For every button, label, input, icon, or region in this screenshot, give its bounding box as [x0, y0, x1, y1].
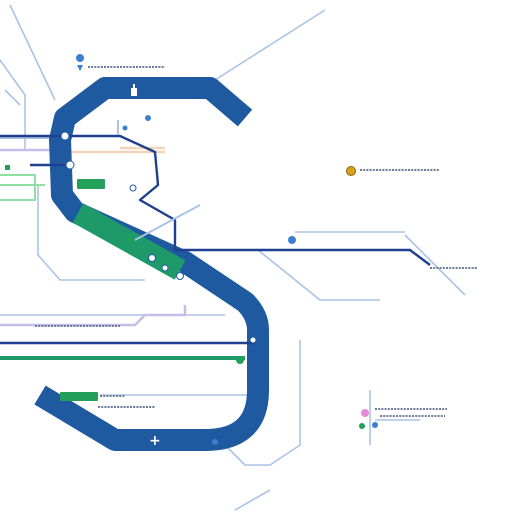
plus-icon: +	[149, 433, 161, 449]
station-dot[interactable]	[145, 115, 151, 121]
station-dot[interactable]	[236, 356, 244, 364]
station-label-tag[interactable]	[60, 392, 98, 401]
network-line-top-right	[214, 9, 326, 81]
navy-line-upper	[0, 134, 431, 266]
light-blue-connector-1	[134, 204, 201, 241]
station-dot[interactable]	[359, 423, 365, 429]
green-light-line	[0, 174, 36, 201]
stations[interactable]	[60, 115, 378, 445]
station-dot[interactable]	[129, 184, 137, 192]
location-pin-icon[interactable]	[76, 54, 85, 71]
building-icon	[131, 84, 137, 96]
network-line-right-v	[214, 340, 301, 466]
station-dot[interactable]	[122, 125, 128, 131]
station-dot[interactable]	[148, 254, 156, 262]
network-line-left-2	[4, 89, 21, 106]
station-dot[interactable]	[249, 336, 257, 344]
station-label-tag[interactable]	[5, 165, 10, 170]
trunk-icons: +	[131, 84, 161, 449]
light-blue-connectors	[117, 120, 201, 241]
network-line-right-diag-2	[404, 234, 466, 296]
station-dot[interactable]	[60, 131, 70, 141]
location-pin-icon[interactable]	[346, 166, 356, 176]
background-network	[0, 4, 466, 511]
location-pin-icon[interactable]	[361, 409, 369, 417]
network-line-bottom	[234, 489, 271, 511]
station-dot[interactable]	[161, 264, 169, 272]
station-dot[interactable]	[65, 160, 75, 170]
trunk-line-body	[34, 77, 269, 451]
station-dot[interactable]	[176, 272, 184, 280]
station-dot[interactable]	[127, 237, 133, 243]
map-labels	[35, 66, 478, 417]
network-line-left-vertical	[37, 185, 145, 281]
station-dot[interactable]	[288, 236, 296, 244]
network-line-left-1	[0, 59, 26, 150]
network-line-right-diag-1	[257, 249, 380, 301]
station-label-tag[interactable]	[77, 179, 105, 189]
navy-lines	[0, 134, 431, 345]
map-pins[interactable]	[5, 54, 369, 417]
network-line-top-center	[9, 4, 56, 101]
station-dot[interactable]	[212, 439, 218, 445]
station-dot[interactable]	[372, 422, 378, 428]
